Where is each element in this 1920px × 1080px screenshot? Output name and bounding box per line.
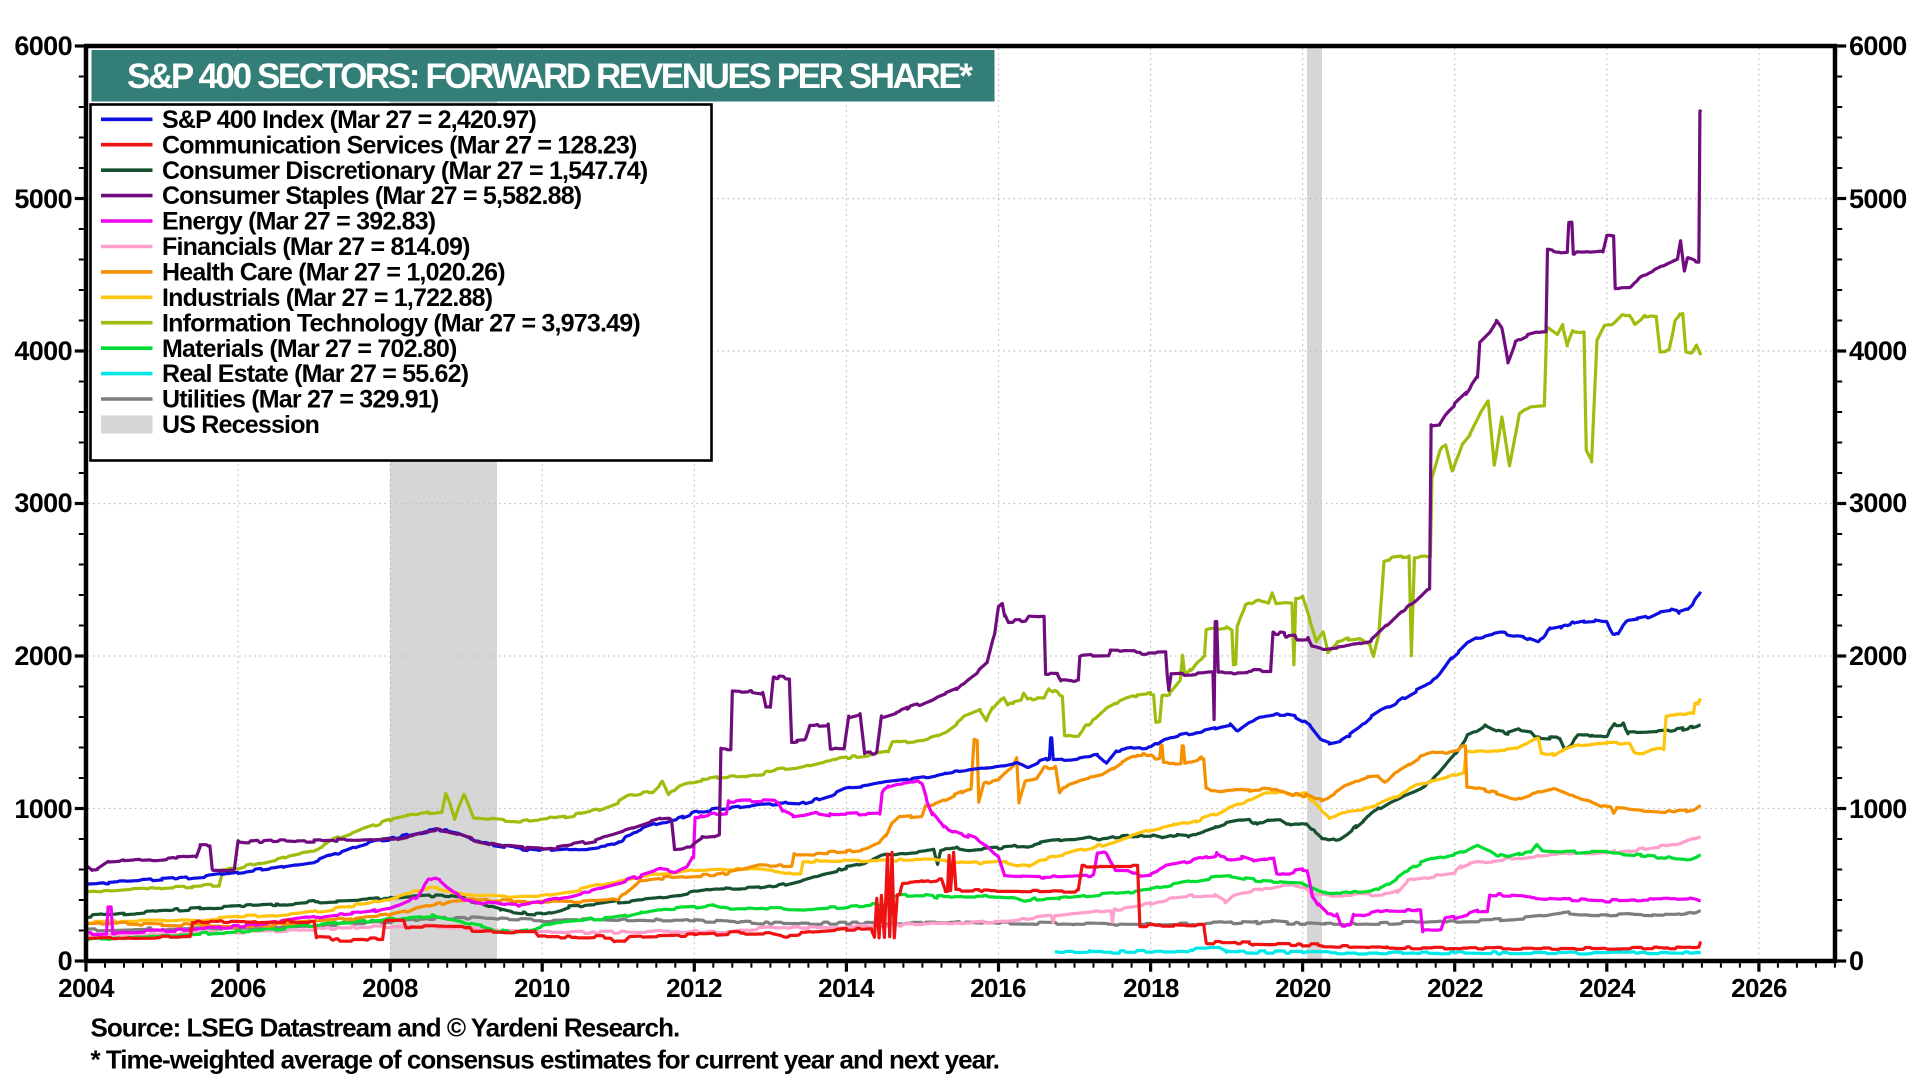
svg-text:6000: 6000 [14,31,72,61]
svg-text:2026: 2026 [1731,973,1787,1003]
svg-text:2020: 2020 [1275,973,1331,1003]
svg-text:1000: 1000 [14,794,72,824]
svg-text:Information Technology (Mar 27: Information Technology (Mar 27 = 3,973.4… [162,309,640,337]
svg-text:Utilities (Mar 27 = 329.91): Utilities (Mar 27 = 329.91) [162,386,439,414]
svg-text:Industrials (Mar 27 = 1,722.88: Industrials (Mar 27 = 1,722.88) [162,284,493,312]
svg-text:0: 0 [58,946,72,976]
svg-text:3000: 3000 [1849,488,1907,518]
svg-text:Financials (Mar 27 = 814.09): Financials (Mar 27 = 814.09) [162,233,470,261]
svg-text:Consumer Staples (Mar 27 = 5,5: Consumer Staples (Mar 27 = 5,582.88) [162,182,582,210]
svg-text:3000: 3000 [14,488,72,518]
svg-text:2000: 2000 [14,641,72,671]
svg-text:Materials (Mar 27 = 702.80): Materials (Mar 27 = 702.80) [162,335,457,363]
svg-text:S&P 400 SECTORS: FORWARD REVEN: S&P 400 SECTORS: FORWARD REVENUES PER SH… [127,57,973,96]
svg-text:S&P 400 Index (Mar 27 = 2,420.: S&P 400 Index (Mar 27 = 2,420.97) [162,106,537,134]
svg-text:2018: 2018 [1123,973,1179,1003]
svg-text:5000: 5000 [1849,184,1907,214]
svg-text:Health Care (Mar 27 = 1,020.26: Health Care (Mar 27 = 1,020.26) [162,259,505,287]
svg-text:Communication Services (Mar 27: Communication Services (Mar 27 = 128.23) [162,131,637,159]
svg-text:Real Estate (Mar 27 = 55.62): Real Estate (Mar 27 = 55.62) [162,360,469,388]
svg-text:0: 0 [1849,946,1863,976]
svg-text:Source: LSEG Datastream and ©: Source: LSEG Datastream and © Yardeni Re… [91,1013,680,1043]
svg-text:4000: 4000 [14,336,72,366]
svg-text:2024: 2024 [1579,973,1636,1003]
svg-text:Consumer Discretionary (Mar 27: Consumer Discretionary (Mar 27 = 1,547.7… [162,157,648,185]
svg-text:2004: 2004 [58,973,115,1003]
svg-text:2008: 2008 [362,973,418,1003]
svg-text:2010: 2010 [514,973,570,1003]
svg-text:6000: 6000 [1849,31,1907,61]
svg-text:2014: 2014 [818,973,875,1003]
svg-text:US Recession: US Recession [162,411,319,439]
svg-text:2016: 2016 [970,973,1026,1003]
svg-text:5000: 5000 [14,184,72,214]
svg-text:2022: 2022 [1427,973,1483,1003]
svg-text:4000: 4000 [1849,336,1907,366]
svg-text:* Time-weighted average of con: * Time-weighted average of consensus est… [91,1045,999,1075]
svg-text:2006: 2006 [210,973,266,1003]
svg-text:1000: 1000 [1849,794,1907,824]
svg-text:2000: 2000 [1849,641,1907,671]
svg-text:Energy (Mar 27 = 392.83): Energy (Mar 27 = 392.83) [162,208,436,236]
svg-text:2012: 2012 [666,973,722,1003]
